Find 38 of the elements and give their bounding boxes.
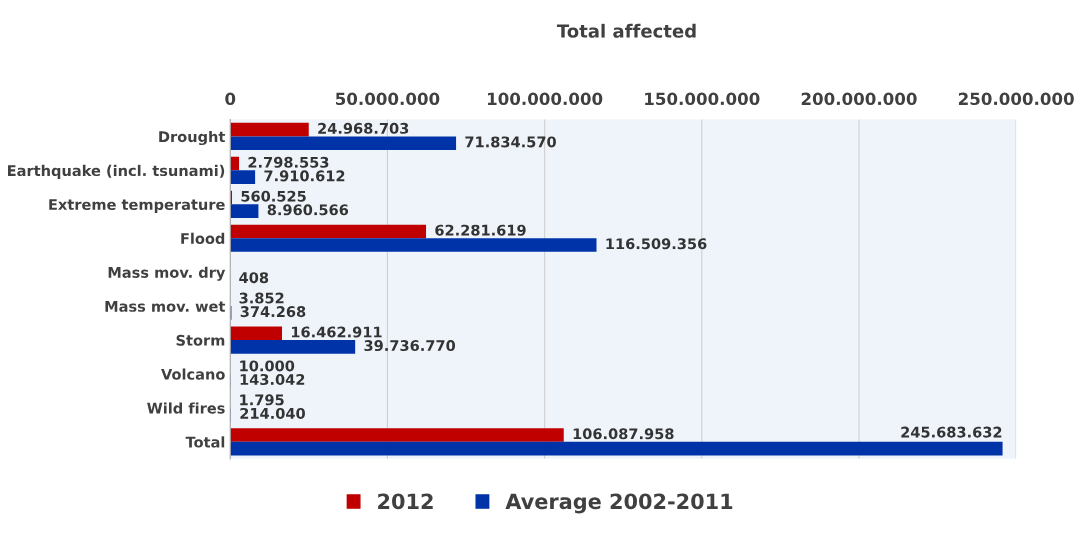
y-tick-label: Mass mov. dry xyxy=(108,266,226,281)
y-tick-label: Total xyxy=(185,436,225,448)
x-tick-label: 150.000.000 xyxy=(645,92,760,106)
data-label: 7.910.612 xyxy=(264,170,345,182)
data-label: 24.968.703 xyxy=(318,122,409,134)
data-label: 39.736.770 xyxy=(364,340,456,352)
y-tick-label: Storm xyxy=(176,334,225,346)
x-tick-label: 100.000.000 xyxy=(487,92,603,106)
data-label: 71.834.570 xyxy=(465,136,556,148)
data-label: 408 xyxy=(239,272,269,284)
y-tick-label: Wild fires xyxy=(147,402,225,414)
data-label: 10.000 xyxy=(240,360,295,372)
data-label: 106.087.958 xyxy=(573,428,674,440)
chart-title: Total affected xyxy=(556,23,696,38)
data-label: 8.960.566 xyxy=(267,204,349,216)
x-tick-label: 250.000.000 xyxy=(958,92,1074,106)
x-tick-label: 50.000.000 xyxy=(336,92,440,106)
y-tick-label: Volcano xyxy=(161,368,225,380)
y-tick-label: Earthquake (incl. tsunami) xyxy=(8,164,225,179)
data-label: 143.042 xyxy=(240,373,305,386)
data-label: 2.798.553 xyxy=(248,156,329,168)
legend-label: Average 2002-2011 xyxy=(505,493,733,514)
data-label: 374.268 xyxy=(240,306,306,318)
x-tick-label: 0 xyxy=(225,92,236,106)
x-tick-label: 200.000.000 xyxy=(801,92,917,106)
data-label: 560.525 xyxy=(241,190,306,202)
data-label: 16.462.911 xyxy=(291,326,382,338)
data-label: 1.795 xyxy=(240,394,284,406)
data-label: 214.040 xyxy=(240,407,305,419)
data-label: 62.281.619 xyxy=(435,224,526,236)
data-label: 116.509.356 xyxy=(606,238,707,250)
y-tick-label: Extreme temperature xyxy=(49,199,225,213)
data-label: 3.852 xyxy=(239,292,284,304)
y-tick-label: Flood xyxy=(181,232,225,244)
data-label: 245.683.632 xyxy=(901,426,1002,438)
y-tick-label: Drought xyxy=(159,130,226,146)
y-tick-label: Mass mov. wet xyxy=(105,301,226,312)
legend-label: 2012 xyxy=(378,493,433,510)
